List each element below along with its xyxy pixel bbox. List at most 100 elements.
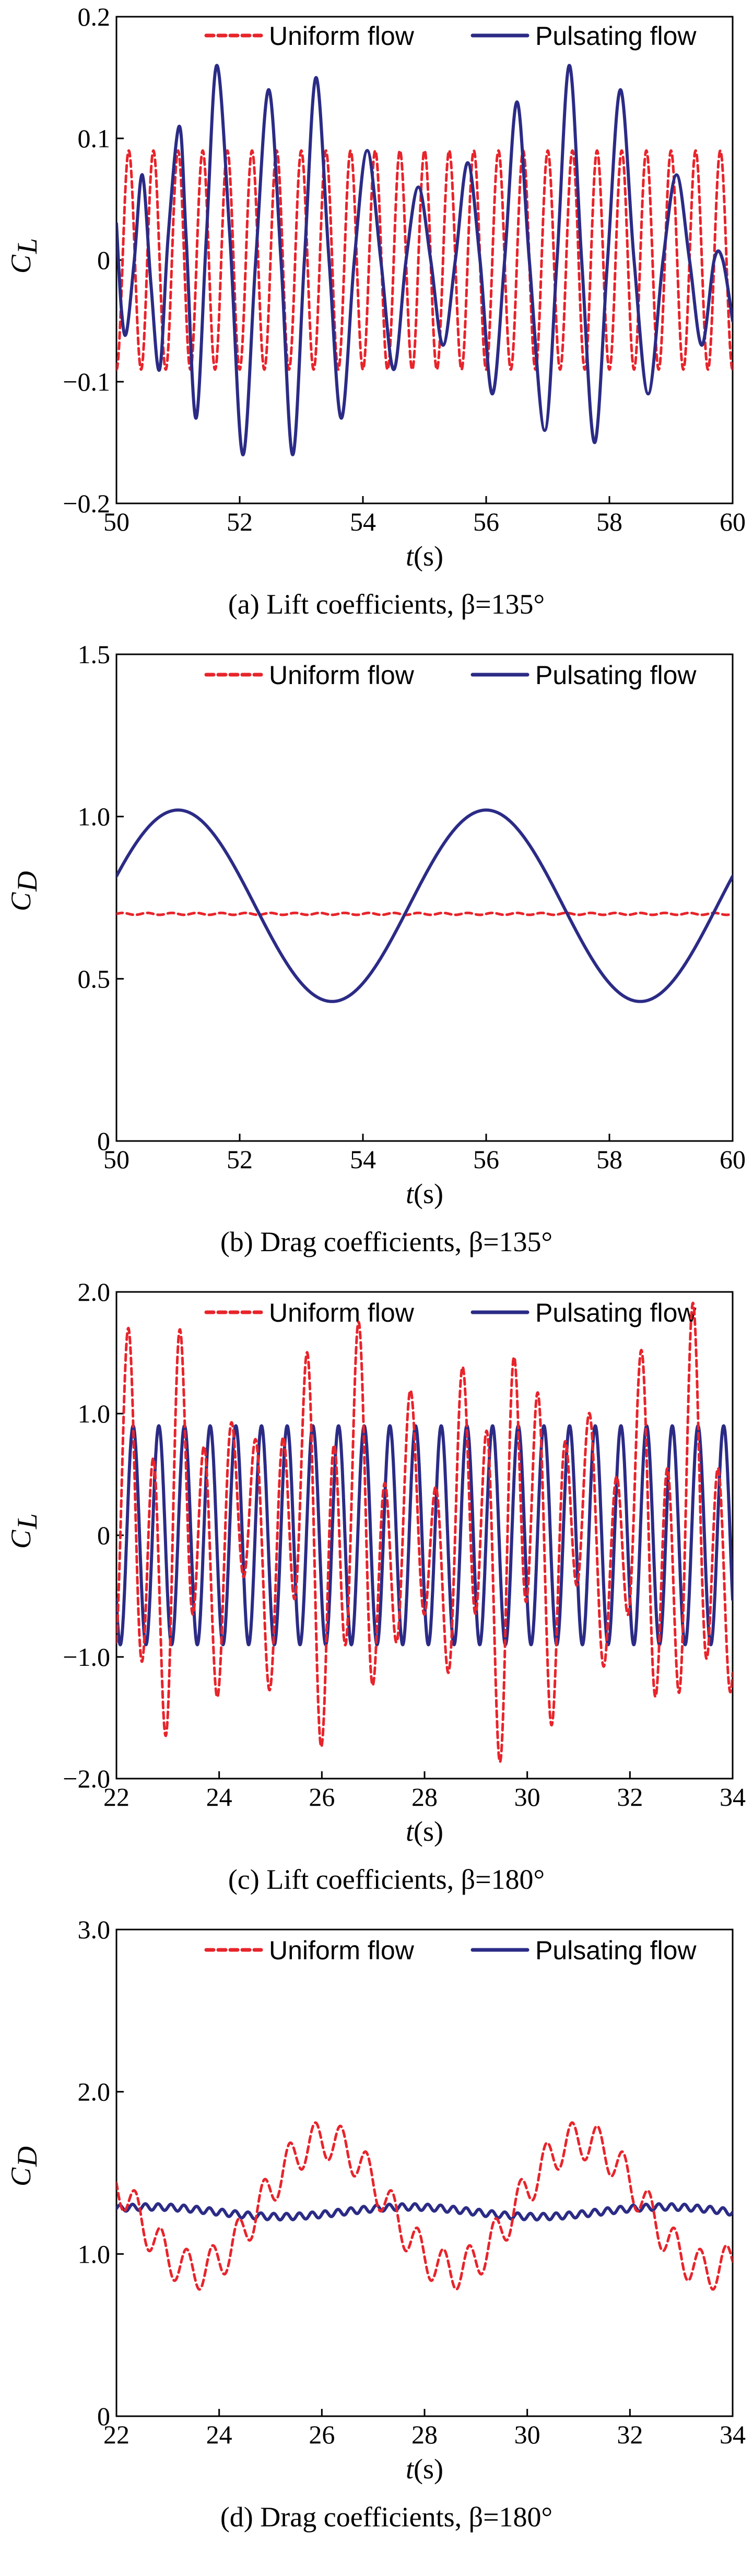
- y-axis-title-sub: D: [11, 871, 43, 892]
- x-tick-label: 52: [227, 1145, 253, 1174]
- y-tick-label: −2.0: [63, 1764, 110, 1793]
- x-tick-label: 24: [206, 1782, 232, 1812]
- x-axis-title-unit: (s): [414, 1816, 443, 1847]
- y-axis-title: C L: [5, 1513, 43, 1549]
- series-group: [116, 808, 733, 1003]
- x-tick-label: 34: [720, 1782, 746, 1812]
- legend: Uniform flow Pulsating flow: [204, 1298, 697, 1327]
- y-tick-label: 0.1: [78, 124, 111, 153]
- legend: Uniform flow Pulsating flow: [204, 1936, 697, 1965]
- ticks: 22 24 26 28 30 32 34 −2.0 −1.0 0 1.0 2.0: [63, 1277, 746, 1812]
- x-tick-label: 52: [227, 507, 253, 536]
- y-axis-title-main: C: [5, 254, 37, 274]
- y-tick-label: 0: [97, 1126, 110, 1156]
- x-tick-label: 58: [596, 507, 622, 536]
- panel-d-drag-180: Uniform flow Pulsating flow C D t (s) (d…: [5, 1915, 746, 2533]
- x-axis-title-unit: (s): [414, 540, 443, 572]
- x-tick-label: 56: [473, 507, 499, 536]
- y-tick-label: 0: [97, 1521, 110, 1550]
- series-uniform-flow: [116, 1301, 733, 1763]
- legend: Uniform flow Pulsating flow: [204, 21, 697, 51]
- x-tick-label: 60: [720, 1145, 746, 1174]
- x-axis-title-var: t: [406, 540, 415, 572]
- x-tick-label: 58: [596, 1145, 622, 1174]
- x-axis-title-unit: (s): [414, 1178, 443, 1209]
- y-tick-label: −0.1: [63, 367, 110, 396]
- series-group: [116, 1301, 733, 1763]
- x-tick-label: 56: [473, 1145, 499, 1174]
- x-tick-label: 24: [206, 2420, 232, 2449]
- x-tick-label: 54: [350, 507, 376, 536]
- x-tick-label: 28: [411, 2420, 438, 2449]
- x-tick-label: 32: [617, 2420, 643, 2449]
- panel-c-lift-180: Uniform flow Pulsating flow C L t (s) (c…: [5, 1277, 746, 1895]
- x-tick-label: 32: [617, 1782, 643, 1812]
- x-tick-label: 22: [103, 2420, 130, 2449]
- plot-frame: [115, 1928, 734, 2417]
- panel-caption: (a) Lift coefficients, β=135°: [228, 589, 545, 620]
- legend-pulsating-label: Pulsating flow: [535, 661, 697, 690]
- legend-uniform-label: Uniform flow: [269, 1298, 415, 1327]
- y-axis-title-main: C: [5, 892, 37, 911]
- x-tick-label: 60: [720, 507, 746, 536]
- y-tick-label: 2.0: [78, 2077, 111, 2107]
- x-tick-label: 26: [309, 1782, 335, 1812]
- series-pulsating-flow: [116, 808, 733, 1003]
- y-axis-title-main: C: [5, 1530, 37, 1549]
- panel-caption: (d) Drag coefficients, β=180°: [220, 2501, 552, 2533]
- panel-a-lift-135: Uniform flow Pulsating flow C L t (s) (a…: [5, 2, 746, 620]
- x-axis-title-var: t: [406, 2453, 415, 2485]
- x-tick-label: 30: [514, 1782, 540, 1812]
- legend: Uniform flow Pulsating flow: [204, 661, 697, 690]
- ticks: 22 24 26 28 30 32 34 0 1.0 2.0 3.0: [78, 1915, 746, 2449]
- series-uniform-flow: [116, 2121, 733, 2291]
- x-tick-label: 50: [103, 507, 130, 536]
- x-tick-label: 26: [309, 2420, 335, 2449]
- ticks: 50 52 54 56 58 60 0 0.5 1.0 1.5: [78, 640, 746, 1174]
- legend-pulsating-label: Pulsating flow: [535, 21, 697, 51]
- series-pulsating-flow: [116, 64, 733, 456]
- x-axis-title: t (s): [406, 1178, 443, 1209]
- x-tick-label: 28: [411, 1782, 438, 1812]
- legend-uniform-label: Uniform flow: [269, 21, 415, 51]
- legend-uniform-label: Uniform flow: [269, 1936, 415, 1965]
- x-tick-label: 22: [103, 1782, 130, 1812]
- y-axis-title: C D: [5, 2146, 43, 2186]
- panel-caption: (b) Drag coefficients, β=135°: [220, 1226, 552, 1257]
- x-axis-title: t (s): [406, 1816, 443, 1847]
- y-tick-label: 0.2: [78, 2, 111, 31]
- series-group: [116, 2121, 733, 2291]
- y-tick-label: 0.5: [78, 964, 111, 993]
- y-axis-title-sub: L: [11, 1513, 43, 1530]
- panel-b-drag-135: Uniform flow Pulsating flow C D t (s) (b…: [5, 640, 746, 1257]
- x-axis-title-unit: (s): [414, 2453, 443, 2485]
- y-tick-label: 1.0: [78, 802, 111, 831]
- y-tick-label: −0.2: [63, 489, 110, 518]
- y-axis-title-sub: L: [11, 238, 43, 254]
- x-axis-title: t (s): [406, 2453, 443, 2485]
- legend-uniform-label: Uniform flow: [269, 661, 415, 690]
- series-uniform-flow: [116, 911, 733, 916]
- y-tick-label: 3.0: [78, 1915, 111, 1944]
- ticks: 50 52 54 56 58 60 −0.2 −0.1 0 0.1 0.2: [63, 2, 746, 536]
- x-axis-title-var: t: [406, 1816, 415, 1847]
- y-tick-label: 1.0: [78, 2239, 111, 2268]
- x-tick-label: 30: [514, 2420, 540, 2449]
- y-axis-title-main: C: [5, 2167, 37, 2186]
- x-tick-label: 34: [720, 2420, 746, 2449]
- y-tick-label: 0: [97, 2402, 110, 2431]
- x-axis-title: t (s): [406, 540, 443, 572]
- legend-pulsating-label: Pulsating flow: [535, 1936, 697, 1965]
- series-pulsating-flow: [116, 2202, 733, 2222]
- x-tick-label: 54: [350, 1145, 376, 1174]
- legend-pulsating-label: Pulsating flow: [535, 1298, 697, 1327]
- series-group: [116, 64, 733, 456]
- x-axis-title-var: t: [406, 1178, 415, 1209]
- y-axis-title: C D: [5, 871, 43, 911]
- series-uniform-flow: [116, 149, 733, 371]
- y-axis-title: C L: [5, 238, 43, 274]
- x-tick-label: 50: [103, 1145, 130, 1174]
- y-axis-title-sub: D: [11, 2146, 43, 2167]
- y-tick-label: 0: [97, 245, 110, 275]
